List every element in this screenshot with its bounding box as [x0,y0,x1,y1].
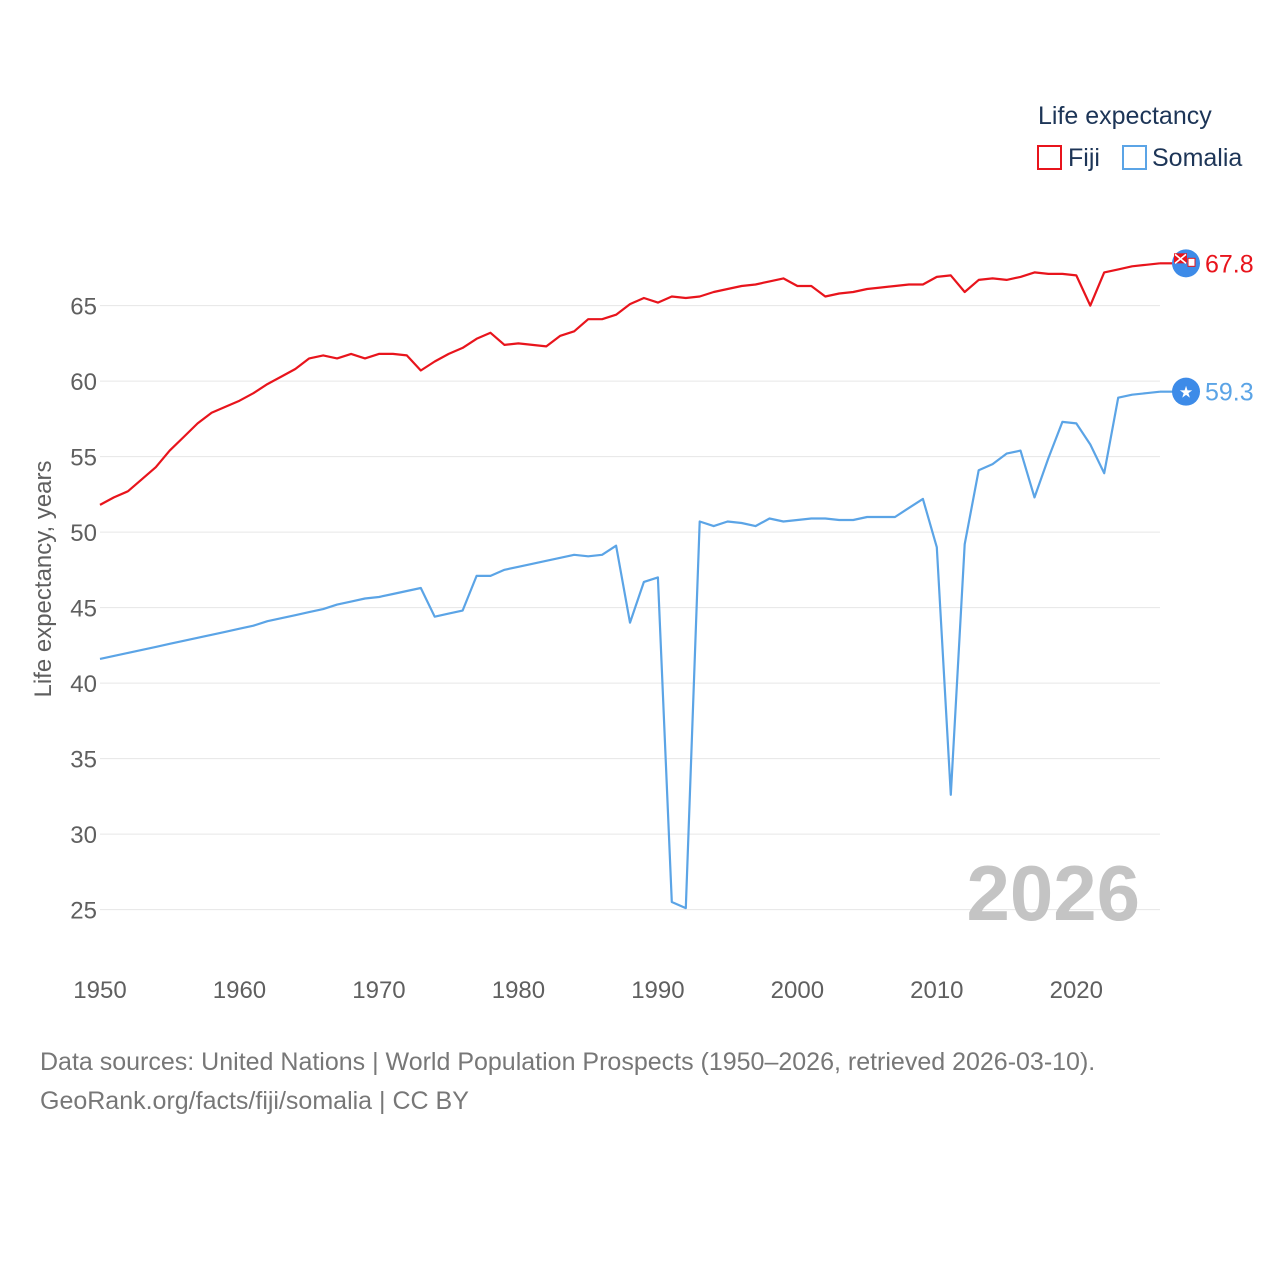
legend-label-fiji: Fiji [1068,144,1100,172]
footer: Data sources: United Nations | World Pop… [40,1043,1095,1121]
x-tick-label: 2000 [771,977,824,1004]
series-lines [99,262,1161,910]
y-tick-label: 60 [70,369,97,396]
x-tick-label: 1990 [631,977,684,1004]
x-tick-label: 2020 [1050,977,1103,1004]
x-axis-ticks: 1950 1960 1970 1980 1990 2000 2010 2020 [73,977,1103,1004]
x-tick-label: 1950 [73,977,126,1004]
current-year-label: 2026 [966,849,1140,937]
y-tick-label: 25 [70,898,97,925]
end-value-label-fiji: 67.8 [1205,250,1254,278]
x-tick-label: 1970 [352,977,405,1004]
y-tick-label: 50 [70,520,97,547]
data-sources-text: Data sources: United Nations | World Pop… [40,1048,1096,1076]
legend-swatch-somalia [1122,145,1147,170]
y-tick-label: 40 [70,671,97,698]
y-tick-label: 65 [70,294,97,321]
fiji-flag-shield [1187,257,1196,267]
y-tick-label: 30 [70,822,97,849]
fiji-flag-cross [1174,253,1187,264]
credit-link-text: GeoRank.org/facts/fiji/somalia | CC BY [40,1087,469,1115]
series-line-fiji [99,262,1161,506]
y-axis-ticks: 25 30 35 40 45 50 55 60 65 [70,294,97,925]
x-tick-label: 1980 [492,977,545,1004]
legend-swatch-fiji [1037,145,1062,170]
gridlines [100,305,1160,911]
y-tick-label: 55 [70,445,97,472]
x-tick-label: 2010 [910,977,963,1004]
somalia-flag-icon [1172,377,1200,406]
series-line-somalia [99,390,1161,910]
legend: Life expectancy Fiji Somalia [1037,102,1242,172]
y-tick-label: 45 [70,596,97,623]
legend-label-somalia: Somalia [1152,144,1242,172]
y-tick-label: 35 [70,747,97,774]
legend-title: Life expectancy [1038,102,1212,130]
x-tick-label: 1960 [213,977,266,1004]
end-value-label-somalia: 59.3 [1205,379,1254,407]
series-end-markers: 67.8 ★ 59.3 [1160,249,1254,407]
somalia-flag-star: ★ [1179,385,1193,402]
y-axis-title: Life expectancy, years [30,460,57,697]
